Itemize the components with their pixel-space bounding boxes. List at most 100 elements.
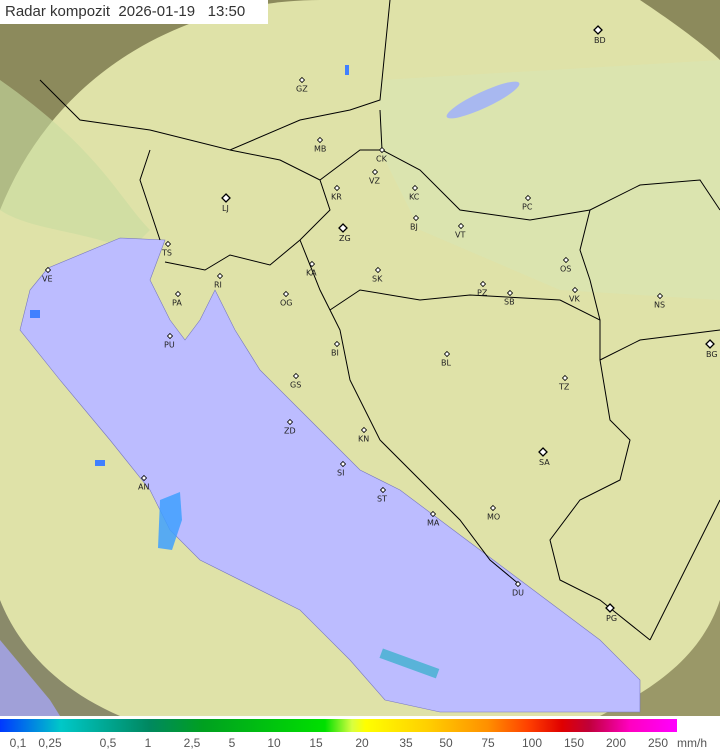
city-label: ZD (284, 427, 296, 436)
city-marker-icon (489, 504, 497, 512)
city-label: OS (560, 265, 571, 274)
lake-balaton (446, 81, 520, 119)
legend-tick: 20 (355, 736, 369, 750)
city-marker-icon (514, 580, 522, 588)
adriatic-sea (19, 237, 641, 713)
city-marker-icon (457, 222, 465, 230)
city-marker-icon (333, 340, 341, 348)
city-label: PG (606, 614, 617, 623)
outside-coverage-se (600, 600, 720, 716)
city-marker-icon (605, 603, 615, 613)
city-label: TZ (558, 383, 570, 392)
city-label: CK (376, 155, 388, 164)
city-label: BL (441, 359, 451, 368)
title-date: 2026-01-19 (118, 3, 196, 20)
city-marker-icon (374, 266, 382, 274)
city-marker-icon (338, 223, 348, 233)
city-marker-icon (216, 272, 224, 280)
city-marker-icon (371, 168, 379, 176)
city-label: DU (512, 589, 524, 598)
city-marker-icon (561, 374, 569, 382)
legend-unit: mm/h (677, 736, 707, 750)
city-marker-icon (166, 332, 174, 340)
city-label: KN (358, 435, 369, 444)
city-marker-icon (174, 290, 182, 298)
city-label: LJ (222, 204, 229, 213)
title-time: 13:50 (207, 3, 246, 20)
legend-tick: 10 (267, 736, 281, 750)
city-label: BG (706, 350, 718, 359)
legend-tick: 15 (309, 736, 323, 750)
city-marker-icon (286, 418, 294, 426)
city-label: MO (487, 513, 500, 522)
city-marker-icon (506, 289, 514, 297)
city-label: ST (377, 495, 387, 504)
city-marker-icon (538, 447, 548, 457)
city-label: GS (290, 381, 301, 390)
borders (39, 0, 720, 641)
city-label: VE (42, 275, 53, 284)
city-label: KC (409, 193, 420, 202)
city-marker-icon (656, 292, 664, 300)
city-label: PU (164, 341, 175, 350)
legend-tick: 0,25 (38, 736, 62, 750)
lowland (0, 80, 150, 250)
city-marker-icon (140, 474, 148, 482)
legend-tick: 5 (228, 736, 236, 750)
city-label: ZG (339, 234, 351, 243)
city-marker-icon (378, 146, 386, 154)
legend-tick: 1 (144, 736, 152, 750)
city-label: VT (455, 231, 465, 240)
city-marker-icon (562, 256, 570, 264)
city-marker-icon (412, 214, 420, 222)
legend-tick: 250 (647, 736, 669, 750)
legend-tick: 2,5 (183, 736, 201, 750)
sea-outside (0, 640, 60, 716)
city-label: KA (306, 269, 317, 278)
city-marker-icon (308, 260, 316, 268)
city-marker-icon (379, 486, 387, 494)
legend-tick: 100 (521, 736, 543, 750)
city-marker-icon (524, 194, 532, 202)
city-marker-icon (333, 184, 341, 192)
city-label: SI (337, 469, 344, 478)
legend-tick: 75 (481, 736, 495, 750)
city-label: VZ (369, 177, 380, 186)
legend-color-bar (0, 719, 677, 732)
city-label: TS (161, 249, 172, 258)
pannonian-plain (380, 60, 720, 300)
city-marker-icon (44, 266, 52, 274)
city-marker-icon (316, 136, 324, 144)
city-marker-icon (571, 286, 579, 294)
city-marker-icon (292, 372, 300, 380)
city-marker-icon (705, 339, 715, 349)
legend-tick: 0,1 (9, 736, 27, 750)
city-label: RI (214, 281, 222, 290)
precipitation-legend: 0,1 0,25 0,5 1 2,5 5 10 15 20 35 50 75 100 150 200 250 m… (0, 716, 720, 751)
city-label: MA (427, 519, 440, 528)
map-title: Radar kompozit 2026-01-19 13:50 (0, 0, 268, 24)
legend-tick: 35 (399, 736, 413, 750)
city-label: MB (314, 145, 326, 154)
city-marker-icon (282, 290, 290, 298)
city-label: GZ (296, 85, 308, 94)
city-label: SK (372, 275, 383, 284)
city-label: NS (654, 301, 665, 310)
city-marker-icon (298, 76, 306, 84)
city-label: BI (331, 349, 339, 358)
legend-tick: 0,5 (99, 736, 117, 750)
radar-echoes (30, 65, 440, 679)
city-label: VK (569, 295, 580, 304)
city-marker-icon (443, 350, 451, 358)
city-label: SA (539, 458, 550, 467)
legend-tick: 150 (563, 736, 585, 750)
city-marker-icon (339, 460, 347, 468)
city-label: BJ (410, 223, 418, 232)
city-marker-icon (411, 184, 419, 192)
city-marker-icon (593, 25, 603, 35)
city-label: BD (594, 36, 606, 45)
title-label: Radar kompozit (5, 3, 111, 20)
city-marker-icon (429, 510, 437, 518)
